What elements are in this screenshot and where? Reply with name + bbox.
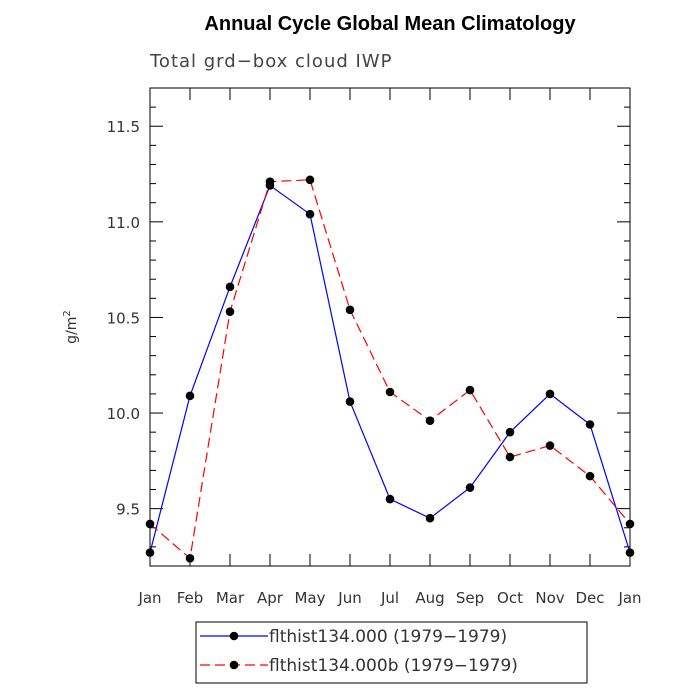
- data-point: [585, 471, 595, 481]
- x-tick-label: Jan: [137, 589, 161, 607]
- legend-label-1: flthist134.000 (1979−1979): [269, 627, 507, 647]
- data-point: [465, 385, 475, 395]
- x-tick-label: Sep: [456, 589, 484, 607]
- x-tick-label: Dec: [575, 589, 604, 607]
- y-axis-label: g/m2: [62, 310, 80, 344]
- chart-title: Annual Cycle Global Mean Climatology: [204, 13, 576, 35]
- data-point: [145, 548, 155, 557]
- y-tick-label: 10.5: [107, 309, 140, 327]
- x-tick-label: Nov: [535, 589, 564, 607]
- y-tick-label: 10.0: [107, 405, 140, 423]
- y-tick-label: 11.5: [107, 118, 140, 136]
- x-tick-label: Mar: [216, 589, 245, 607]
- chart-subtitle: Total grd−box cloud IWP: [149, 51, 392, 72]
- data-point: [345, 305, 355, 315]
- y-tick-label: 11.0: [107, 214, 140, 232]
- legend-marker-1: [229, 631, 239, 641]
- data-point: [425, 416, 435, 425]
- data-point: [185, 391, 195, 401]
- legend-box: [195, 621, 588, 684]
- data-point: [185, 554, 195, 563]
- x-tick-label: Oct: [497, 589, 523, 607]
- data-point: [225, 307, 235, 317]
- x-tick-label: Jun: [337, 589, 361, 607]
- x-tick-label: Jan: [617, 589, 641, 607]
- series-2: [145, 175, 635, 563]
- legend: flthist134.000 (1979−1979) flthist134.000…: [195, 621, 588, 684]
- x-tick-label: May: [294, 589, 325, 607]
- y-axis-label-superscript: 2: [62, 310, 73, 316]
- y-tick-label: 9.5: [116, 501, 140, 519]
- data-point: [585, 420, 595, 429]
- data-point: [625, 519, 635, 529]
- data-point: [305, 209, 315, 219]
- data-point: [265, 177, 275, 186]
- data-point: [145, 519, 155, 529]
- data-point: [305, 175, 315, 185]
- series-1: [145, 181, 635, 557]
- data-point: [545, 441, 555, 450]
- data-point: [505, 427, 515, 437]
- data-point: [385, 387, 395, 397]
- x-tick-label: Feb: [177, 589, 204, 607]
- data-point: [465, 483, 475, 492]
- x-tick-label: Apr: [257, 589, 284, 607]
- legend-marker-2: [229, 660, 239, 670]
- series-layer: [145, 175, 635, 563]
- axis-ticks: 9.5 10.0 10.5 11.0 11.5 Jan Feb Mar Apr May Jun Jul…: [107, 87, 642, 607]
- legend-label-2: flthist134.000b (1979−1979): [269, 656, 518, 676]
- x-tick-label: Jul: [380, 589, 399, 607]
- data-point: [505, 452, 515, 462]
- plot-frame: [149, 87, 631, 567]
- data-point: [425, 513, 435, 523]
- data-point: [345, 397, 355, 406]
- x-tick-label: Aug: [415, 589, 444, 607]
- data-point: [545, 389, 555, 399]
- data-point: [625, 548, 635, 557]
- data-point: [385, 494, 395, 504]
- data-point: [225, 282, 235, 292]
- y-axis-label-text: g/m: [64, 317, 80, 344]
